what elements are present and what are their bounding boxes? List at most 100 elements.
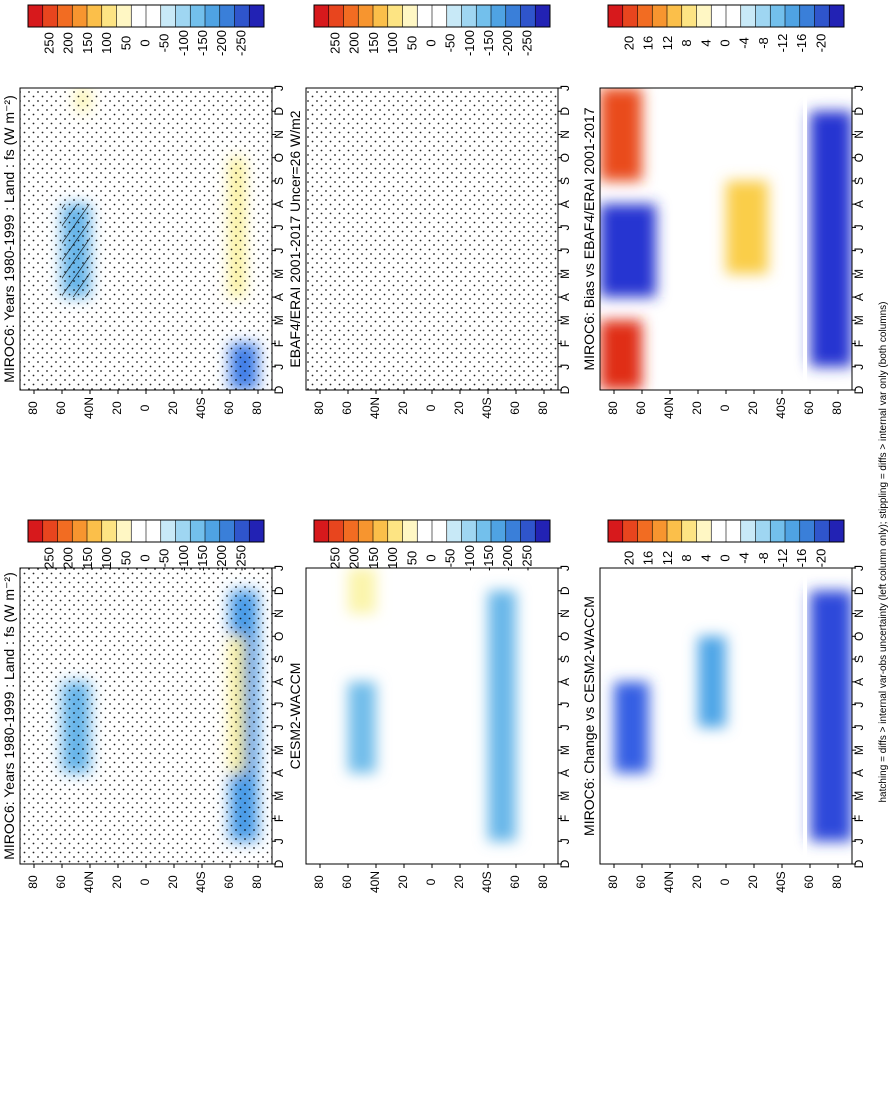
month-tick-label: M bbox=[852, 745, 866, 755]
colorbar-tick-label: 16 bbox=[641, 36, 656, 50]
colorbar-swatch bbox=[622, 5, 638, 27]
colorbar-tick-label: -16 bbox=[794, 549, 809, 568]
lat-tick-label: 40N bbox=[82, 397, 96, 419]
lat-tick-label: 80 bbox=[250, 875, 264, 889]
lat-tick-label: 60 bbox=[634, 875, 648, 889]
colorbar-swatch bbox=[446, 5, 462, 27]
colorbar-tick-label: 0 bbox=[423, 554, 438, 561]
lat-tick-label: 60 bbox=[634, 401, 648, 415]
colorbar-tick-label: 50 bbox=[404, 36, 419, 50]
month-tick-label: S bbox=[852, 655, 866, 663]
colorbar-swatch bbox=[72, 5, 88, 27]
month-tick-label: J bbox=[272, 565, 286, 571]
month-tick-label: J bbox=[852, 364, 866, 370]
colorbar-swatch bbox=[402, 520, 418, 542]
month-tick-label: M bbox=[272, 315, 286, 325]
lat-tick-label: 40S bbox=[774, 397, 788, 418]
month-tick-label: D bbox=[558, 385, 572, 394]
colorbar-tick-label: -200 bbox=[500, 545, 515, 571]
colorbar-swatch bbox=[190, 5, 206, 27]
colorbar-tick-label: -200 bbox=[500, 30, 515, 56]
colorbar-swatch bbox=[314, 5, 330, 27]
colorbar-swatch bbox=[190, 520, 206, 542]
month-tick-label: J bbox=[272, 838, 286, 844]
month-tick-label: A bbox=[852, 293, 866, 301]
lat-tick-label: 20 bbox=[110, 875, 124, 889]
lat-tick-label: 20 bbox=[166, 401, 180, 415]
colorbar-tick-label: -50 bbox=[157, 549, 172, 568]
colorbar-swatch bbox=[476, 5, 492, 27]
month-tick-label: A bbox=[852, 678, 866, 686]
colorbar-swatch bbox=[637, 520, 653, 542]
lat-tick-label: 60 bbox=[340, 875, 354, 889]
colorbar-swatch bbox=[726, 5, 742, 27]
month-tick-label: A bbox=[272, 293, 286, 301]
lat-tick-label: 80 bbox=[606, 401, 620, 415]
month-tick-label: J bbox=[272, 248, 286, 254]
lat-tick-label: 40N bbox=[82, 871, 96, 893]
colorbar-tick-label: 150 bbox=[366, 32, 381, 54]
panel-title: MIROC6: Years 1980-1999 : Land : fs (W m… bbox=[1, 572, 17, 860]
colorbar-tick-label: 100 bbox=[99, 32, 114, 54]
month-tick-label: S bbox=[272, 177, 286, 185]
colorbar: 20 16 12 8 4 0 -4 -8 -12 -16 -20 bbox=[607, 519, 845, 568]
month-tick-label: J bbox=[852, 85, 866, 91]
colorbar: 250 200 150 100 50 0 -50 -100 -150 -200 -250 bbox=[313, 519, 551, 571]
lat-tick-label: 60 bbox=[340, 401, 354, 415]
month-tick-label: F bbox=[852, 340, 866, 347]
colorbar-swatch bbox=[520, 520, 536, 542]
month-tick-label: S bbox=[558, 655, 572, 663]
colorbar-tick-label: -200 bbox=[214, 30, 229, 56]
colorbar-tick-label: -12 bbox=[775, 34, 790, 53]
colorbar-swatch bbox=[387, 520, 403, 542]
month-tick-label: J bbox=[558, 565, 572, 571]
month-tick-label: M bbox=[558, 745, 572, 755]
colorbar-swatch bbox=[387, 5, 403, 27]
colorbar-tick-label: -250 bbox=[519, 545, 534, 571]
colorbar-tick-label: -8 bbox=[756, 37, 771, 49]
colorbar-swatch bbox=[770, 5, 786, 27]
colorbar-tick-label: -150 bbox=[481, 545, 496, 571]
colorbar-tick-label: -100 bbox=[462, 30, 477, 56]
plot-area bbox=[306, 568, 558, 864]
month-tick-label: A bbox=[272, 769, 286, 777]
month-tick-label: J bbox=[852, 702, 866, 708]
lat-tick-label: 80 bbox=[312, 875, 326, 889]
colorbar-tick-label: 50 bbox=[118, 551, 133, 565]
colorbar-swatch bbox=[608, 520, 624, 542]
lat-tick-label: 60 bbox=[54, 875, 68, 889]
colorbar-tick-label: -100 bbox=[176, 30, 191, 56]
month-tick-label: D bbox=[558, 107, 572, 116]
lat-tick-label: 0 bbox=[424, 404, 438, 411]
lat-tick-label: 20 bbox=[746, 875, 760, 889]
lat-tick-label: 40N bbox=[662, 397, 676, 419]
month-tick-label: J bbox=[558, 224, 572, 230]
month-tick-label: J bbox=[272, 224, 286, 230]
month-tick-label: A bbox=[558, 769, 572, 777]
month-tick-label: N bbox=[558, 130, 572, 139]
panel-title: CESM2-WACCM bbox=[287, 663, 303, 770]
lat-tick-label: 40S bbox=[194, 871, 208, 892]
colorbar-swatch bbox=[505, 5, 521, 27]
month-tick-label: M bbox=[558, 269, 572, 279]
lat-tick-label: 40S bbox=[194, 397, 208, 418]
colorbar-swatch bbox=[116, 5, 132, 27]
colorbar-tick-label: 20 bbox=[622, 551, 637, 565]
hatch-region bbox=[62, 204, 90, 298]
colorbar-tick-label: 50 bbox=[118, 36, 133, 50]
colorbar-tick-label: 200 bbox=[61, 547, 76, 569]
colorbar-swatch bbox=[799, 520, 815, 542]
colorbar-swatch bbox=[87, 5, 103, 27]
month-tick-label: N bbox=[272, 130, 286, 139]
colorbar: 250 200 150 100 50 0 -50 -100 -150 -200 -250 bbox=[27, 519, 265, 571]
month-tick-label: F bbox=[272, 815, 286, 822]
colorbar-swatch bbox=[696, 520, 712, 542]
colorbar-swatch bbox=[343, 520, 359, 542]
colorbar-tick-label: 4 bbox=[698, 39, 713, 46]
month-tick-label: S bbox=[272, 655, 286, 663]
colorbar-tick-label: -250 bbox=[233, 545, 248, 571]
footer-note: hatching = diffs > internal var-obs unce… bbox=[878, 302, 889, 803]
heat-region-6 bbox=[810, 111, 852, 367]
colorbar-tick-label: 20 bbox=[622, 36, 637, 50]
